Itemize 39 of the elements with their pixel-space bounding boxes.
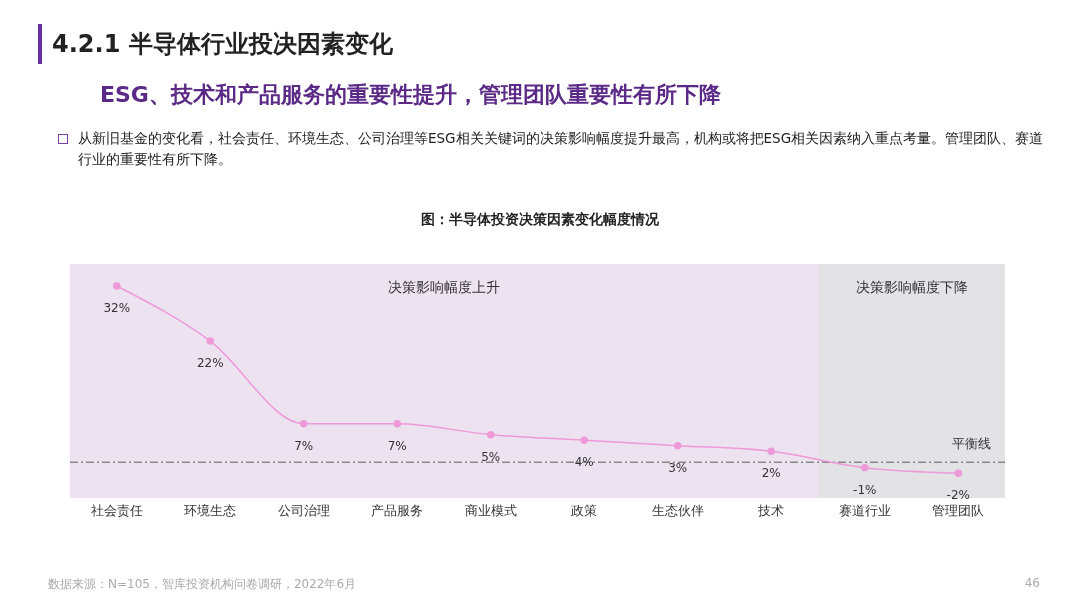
point — [487, 430, 495, 439]
x-tick-label: 公司治理 — [277, 503, 330, 519]
data-label: -2% — [946, 488, 970, 503]
x-tick-label: 技术 — [757, 503, 785, 519]
x-tick-label: 生态伙伴 — [651, 503, 704, 519]
x-tick-label: 产品服务 — [371, 503, 424, 519]
x-tick-label: 管理团队 — [932, 503, 985, 519]
x-tick-label: 社会责任 — [90, 503, 143, 519]
text: 4.2.1 半导体行业投决因素变化 — [52, 29, 393, 60]
point — [300, 419, 308, 428]
point — [954, 469, 962, 477]
point — [113, 282, 121, 290]
point — [674, 441, 682, 450]
data-label: 4% — [574, 455, 594, 470]
ref-line-label: 平衡线 — [952, 436, 991, 452]
point — [580, 436, 588, 444]
data-label: 22% — [196, 356, 224, 371]
point — [206, 337, 214, 345]
data-label: 2% — [761, 466, 781, 481]
data-label: 7% — [294, 438, 314, 453]
data-label: 5% — [481, 449, 501, 464]
source-note: 数据来源：N=105，智库投资机构问卷调研，2022年6月 — [48, 576, 357, 593]
text: 46 — [1024, 576, 1040, 590]
x-tick-label: 商业模式 — [464, 503, 517, 519]
chart-title: 图：半导体投资决策因素变化幅度情况 — [420, 211, 660, 229]
band-label: 决策影响幅度下降 — [855, 278, 968, 295]
x-tick-label: 环境生态 — [184, 503, 237, 519]
data-label: -1% — [853, 482, 877, 497]
point — [767, 447, 775, 455]
data-label: 32% — [103, 301, 131, 316]
data-label: 7% — [387, 438, 407, 453]
point — [861, 463, 869, 472]
point — [393, 419, 401, 428]
text: ESG、技术和产品服务的重要性提升，管理团队重要性有所下降 — [100, 81, 721, 109]
x-tick-label: 赛道行业 — [838, 503, 891, 519]
band-label: 决策影响幅度上升 — [388, 278, 500, 295]
text: 从新旧基金的变化看，社会责任、环境生态、公司治理等ESG相关关键词的决策影响幅度提升最高，机构或将把ESG相关因素纳入重点考量。管理团队、赛道行业的重要性有所下降。 — [78, 129, 1045, 169]
data-label: 3% — [668, 460, 688, 475]
x-tick-label: 政策 — [571, 503, 598, 519]
